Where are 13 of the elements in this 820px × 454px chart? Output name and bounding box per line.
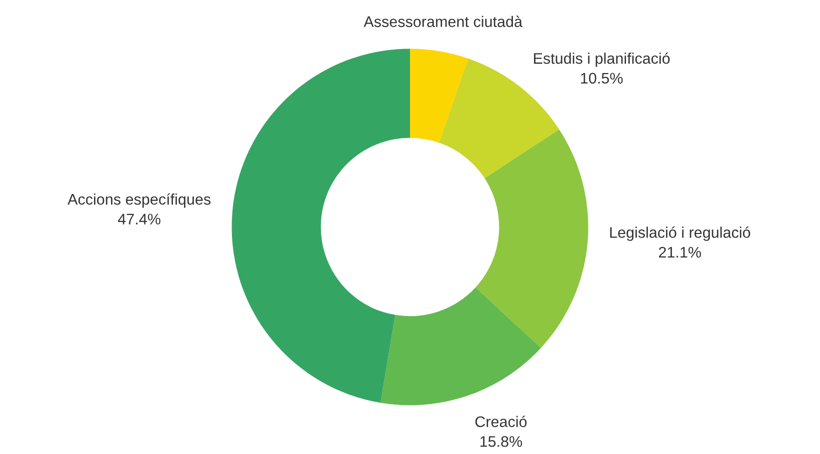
data-label: 10.5% xyxy=(581,72,623,84)
data-label: 21.1% xyxy=(658,246,701,258)
slice-label: Accions específiques xyxy=(68,193,210,208)
slice-label: Estudis i planificació xyxy=(534,52,670,67)
slice-label: Creació xyxy=(475,416,527,428)
donut-slice xyxy=(380,287,541,406)
donut-slice xyxy=(475,129,588,348)
data-label: 15.8% xyxy=(480,436,522,447)
slice-label: Legislació i regulació xyxy=(610,226,750,241)
donut-slice xyxy=(232,48,410,403)
donut-slice xyxy=(410,48,468,143)
data-label: 47.4% xyxy=(118,214,160,224)
slice-label: Assessorament ciutadà xyxy=(364,16,522,28)
